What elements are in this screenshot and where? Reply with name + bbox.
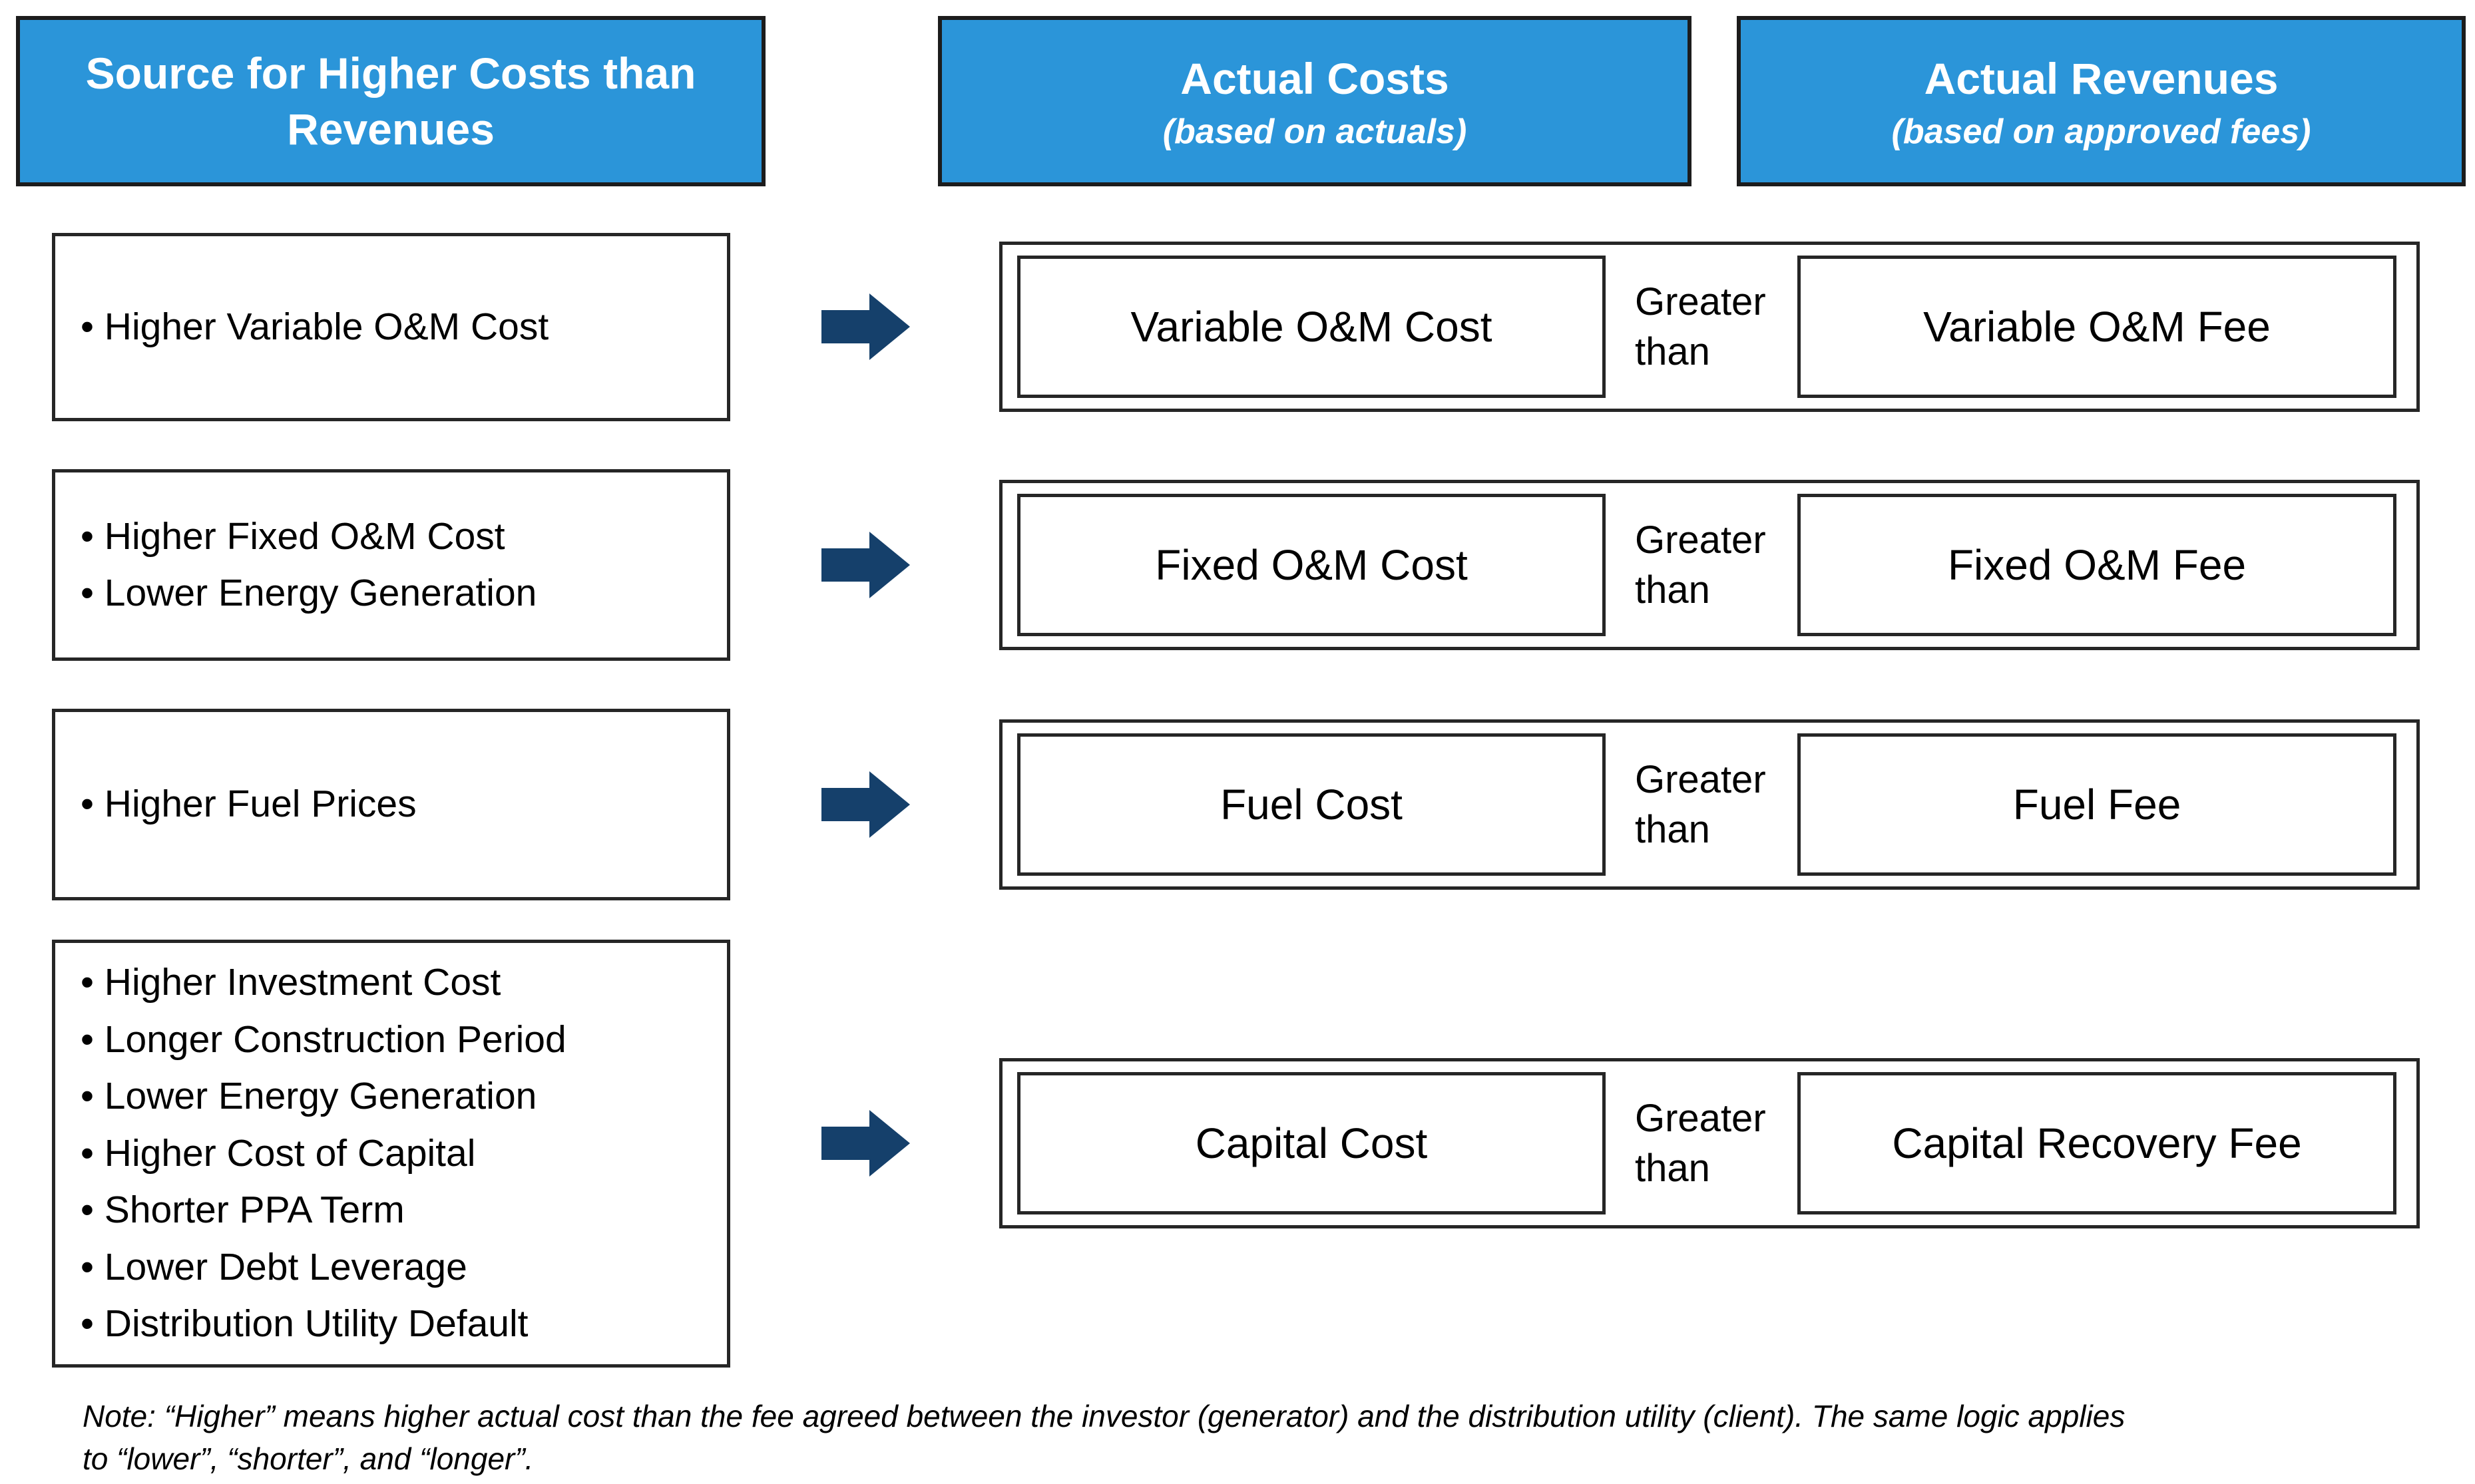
cost-label: Fixed O&M Cost — [1155, 541, 1468, 589]
cost-box: Capital Cost — [1017, 1072, 1606, 1214]
bullet-item: Lower Debt Leverage — [81, 1239, 566, 1296]
header-actual-revenues-title: Actual Revenues — [1924, 53, 2279, 103]
bullet-item: Distribution Utility Default — [81, 1296, 566, 1353]
bullet-item: Higher Investment Cost — [81, 954, 566, 1012]
source-box-fuel: Higher Fuel Prices — [52, 709, 730, 900]
footnote: Note: “Higher” means higher actual cost … — [83, 1395, 2125, 1481]
fee-box: Capital Recovery Fee — [1797, 1072, 2396, 1214]
source-box-fixed-om: Higher Fixed O&M Cost Lower Energy Gener… — [52, 469, 730, 661]
right-arrow-icon — [821, 770, 910, 839]
source-bullet-list: Higher Investment Cost Longer Constructi… — [55, 954, 580, 1353]
right-arrow-icon — [821, 292, 910, 361]
header-actual-revenues: Actual Revenues (based on approved fees) — [1737, 16, 2466, 186]
fee-label: Capital Recovery Fee — [1892, 1119, 2302, 1167]
cost-box: Fuel Cost — [1017, 733, 1606, 876]
cost-box: Variable O&M Cost — [1017, 256, 1606, 398]
cost-label: Fuel Cost — [1220, 781, 1403, 829]
header-actual-costs-subtitle: (based on actuals) — [1162, 112, 1467, 152]
source-box-variable-om: Higher Variable O&M Cost — [52, 233, 730, 421]
source-bullet-list: Higher Fuel Prices — [55, 776, 430, 833]
fee-label: Fixed O&M Fee — [1947, 541, 2247, 589]
source-bullet-list: Higher Fixed O&M Cost Lower Energy Gener… — [55, 508, 550, 622]
fee-label: Fuel Fee — [2012, 781, 2181, 829]
header-source-title: Source for Higher Costs than Revenues — [85, 48, 696, 154]
footnote-line-2: to “lower”, “shorter”, and “longer”. — [83, 1441, 534, 1477]
fee-box: Fixed O&M Fee — [1797, 494, 2396, 636]
source-box-capital: Higher Investment Cost Longer Constructi… — [52, 940, 730, 1368]
cost-label: Capital Cost — [1195, 1119, 1428, 1167]
header-actual-costs-title: Actual Costs — [1180, 53, 1449, 103]
fee-box: Variable O&M Fee — [1797, 256, 2396, 398]
compare-box-variable-om: Variable O&M Cost Greater than Variable … — [999, 242, 2420, 412]
bullet-item: Longer Construction Period — [81, 1012, 566, 1069]
compare-box-fixed-om: Fixed O&M Cost Greater than Fixed O&M Fe… — [999, 480, 2420, 650]
bullet-item: Shorter PPA Term — [81, 1182, 566, 1239]
fee-label: Variable O&M Fee — [1923, 303, 2271, 351]
right-arrow-icon — [821, 530, 910, 600]
bullet-item: Higher Variable O&M Cost — [81, 299, 549, 356]
greater-than-label: Greater than — [1635, 1096, 1766, 1190]
source-bullet-list: Higher Variable O&M Cost — [55, 299, 562, 356]
bullet-item: Lower Energy Generation — [81, 1068, 566, 1125]
cost-box: Fixed O&M Cost — [1017, 494, 1606, 636]
bullet-item: Lower Energy Generation — [81, 565, 537, 622]
footnote-line-1: Note: “Higher” means higher actual cost … — [83, 1399, 2126, 1433]
bullet-item: Higher Fixed O&M Cost — [81, 508, 537, 566]
cost-label: Variable O&M Cost — [1130, 303, 1492, 351]
compare-box-capital: Capital Cost Greater than Capital Recove… — [999, 1058, 2420, 1228]
header-source: Source for Higher Costs than Revenues — [16, 16, 766, 186]
greater-than-label: Greater than — [1635, 757, 1766, 851]
greater-than-label: Greater than — [1635, 518, 1766, 612]
fee-box: Fuel Fee — [1797, 733, 2396, 876]
greater-than-label: Greater than — [1635, 279, 1766, 373]
bullet-item: Higher Cost of Capital — [81, 1125, 566, 1183]
bullet-item: Higher Fuel Prices — [81, 776, 417, 833]
header-actual-costs: Actual Costs (based on actuals) — [938, 16, 1691, 186]
right-arrow-icon — [821, 1109, 910, 1178]
header-actual-revenues-subtitle: (based on approved fees) — [1891, 112, 2311, 152]
compare-box-fuel: Fuel Cost Greater than Fuel Fee — [999, 719, 2420, 890]
